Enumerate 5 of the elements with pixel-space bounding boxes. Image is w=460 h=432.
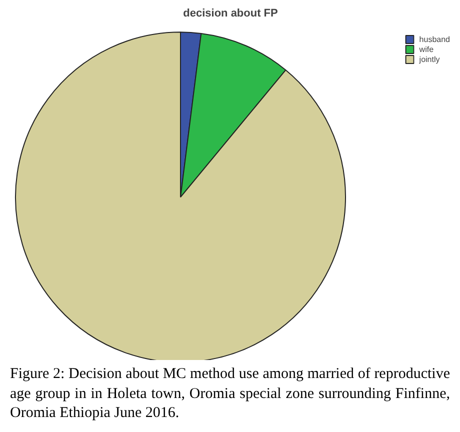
legend-label: jointly xyxy=(419,54,440,64)
chart-title: decision about FP xyxy=(183,8,278,20)
caption: Figure 2: Decision about MC method use among married of reproductive age group in in Holeta town, Oromia special zone surrounding Finfinne, Oromia Ethiopia June 2016. xyxy=(10,365,450,423)
legend-label: husband xyxy=(419,34,450,44)
legend-label: wife xyxy=(419,44,435,54)
